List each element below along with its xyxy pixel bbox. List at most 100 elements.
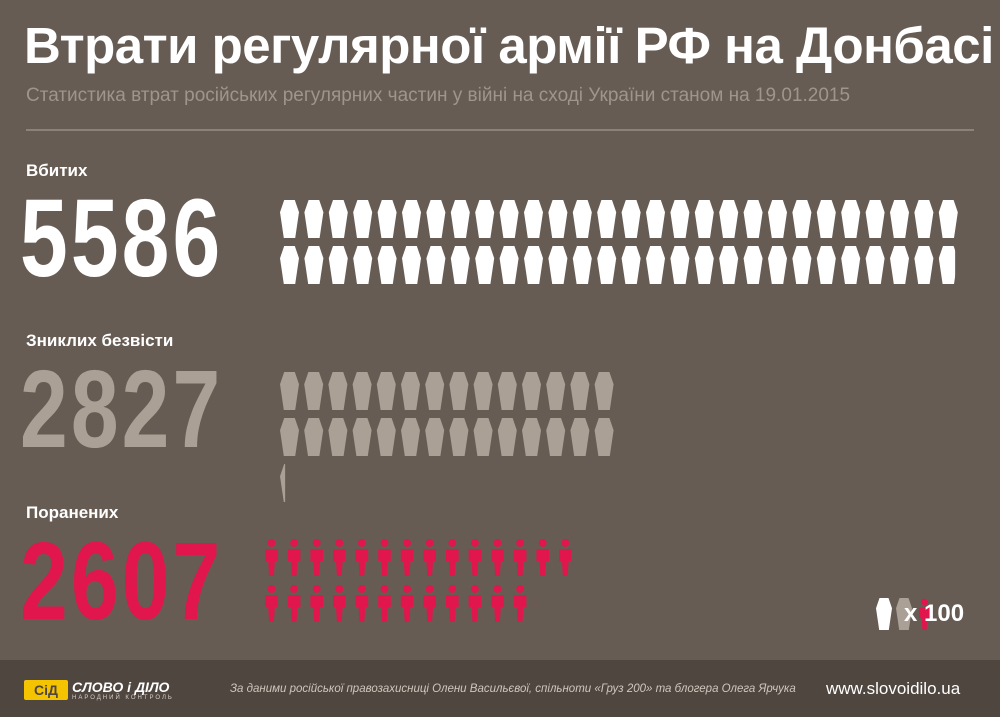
page-title: Втрати регулярної армії РФ на Донбасі: [24, 17, 994, 74]
coffin-icon: [449, 418, 469, 456]
coffin-icon: [450, 246, 470, 284]
person-icon: [559, 539, 572, 576]
coffin-icon: [425, 372, 445, 410]
coffin-icon: [594, 418, 614, 456]
person-icon: [491, 585, 504, 622]
coffin-icon: [841, 246, 861, 284]
person-icon: [310, 585, 323, 622]
coffin-icon: [792, 200, 812, 238]
coffin-icon: [841, 200, 861, 238]
coffin-icon: [570, 372, 590, 410]
legend-killed-icon: [876, 598, 892, 630]
legend-icons: [876, 598, 930, 630]
coffin-icon: [743, 246, 763, 284]
missing-pictogram: [280, 372, 614, 502]
coffin-icon: [548, 246, 568, 284]
coffin-icon: [352, 372, 372, 410]
coffin-icon: [450, 200, 470, 238]
coffin-icon: [646, 200, 665, 238]
coffin-icon: [425, 418, 445, 456]
legend-wounded-icon: [919, 598, 930, 630]
person-icon: [491, 539, 504, 576]
coffin-icon: [376, 418, 396, 456]
coffin-icon: [522, 418, 541, 456]
coffin-icon: [597, 200, 617, 238]
coffin-icon: [304, 200, 324, 238]
coffin-icon: [280, 246, 299, 284]
person-icon: [265, 539, 278, 576]
person-icon: [265, 585, 278, 622]
coffin-icon: [377, 246, 397, 284]
coffin-icon: [938, 246, 956, 284]
killed-pictogram: [280, 200, 958, 284]
coffin-icon: [597, 246, 617, 284]
coffin-icon: [402, 246, 421, 284]
coffin-icon: [524, 246, 543, 284]
coffin-icon: [522, 372, 541, 410]
coffin-icon: [328, 372, 348, 410]
coffin-icon: [594, 372, 614, 410]
person-icon: [423, 539, 436, 576]
coffin-icon: [792, 246, 812, 284]
coffin-icon: [816, 200, 836, 238]
coffin-icon: [865, 200, 885, 238]
coffin-icon: [719, 200, 739, 238]
logo-subtext: НАРОДНИЙ КОНТРОЛЬ: [72, 695, 174, 701]
coffin-icon: [426, 246, 446, 284]
coffin-icon: [304, 372, 324, 410]
coffin-icon: [890, 200, 909, 238]
person-icon: [513, 585, 527, 622]
coffin-icon: [670, 246, 690, 284]
logo-text: СЛОВО і ДІЛО: [72, 679, 170, 695]
coffin-icon: [353, 246, 373, 284]
missing-value: 2827: [20, 348, 224, 471]
coffin-icon: [280, 200, 299, 238]
coffin-icon: [475, 246, 495, 284]
person-icon: [287, 539, 301, 576]
coffin-icon: [743, 200, 763, 238]
person-icon: [536, 539, 549, 576]
coffin-icon: [816, 246, 836, 284]
wounded-label: Поранених: [26, 503, 119, 522]
coffin-icon: [621, 200, 641, 238]
person-icon: [378, 539, 391, 576]
person-icon: [446, 539, 459, 576]
coffin-icon: [768, 246, 787, 284]
person-icon: [400, 585, 414, 622]
coffin-icon: [572, 246, 592, 284]
coffin-icon: [570, 418, 590, 456]
coffin-icon: [621, 246, 641, 284]
person-icon: [378, 585, 391, 622]
divider: [26, 129, 974, 131]
coffin-icon: [499, 246, 519, 284]
coffin-icon: [768, 200, 787, 238]
coffin-icon: [328, 246, 348, 284]
site-link[interactable]: www.slovoidilo.ua: [826, 679, 961, 698]
coffin-icon: [280, 464, 286, 502]
person-icon: [310, 539, 323, 576]
coffin-icon: [548, 200, 568, 238]
coffin-icon: [719, 246, 739, 284]
coffin-icon: [694, 200, 714, 238]
coffin-icon: [304, 418, 324, 456]
person-icon: [423, 585, 436, 622]
coffin-icon: [473, 418, 493, 456]
person-icon: [355, 585, 369, 622]
person-icon: [355, 539, 369, 576]
person-icon: [333, 585, 346, 622]
wounded-value: 2607: [20, 520, 224, 643]
coffin-icon: [304, 246, 324, 284]
coffin-icon: [402, 200, 421, 238]
wounded-pictogram: [265, 539, 572, 622]
page-subtitle: Статистика втрат російських регулярних ч…: [26, 85, 851, 106]
coffin-icon: [938, 200, 958, 238]
person-icon: [536, 585, 549, 622]
coffin-icon: [646, 246, 665, 284]
coffin-icon: [401, 372, 420, 410]
coffin-icon: [865, 246, 885, 284]
coffin-icon: [497, 372, 517, 410]
coffin-icon: [546, 418, 566, 456]
coffin-icon: [524, 200, 543, 238]
person-icon: [400, 539, 414, 576]
coffin-icon: [890, 246, 909, 284]
